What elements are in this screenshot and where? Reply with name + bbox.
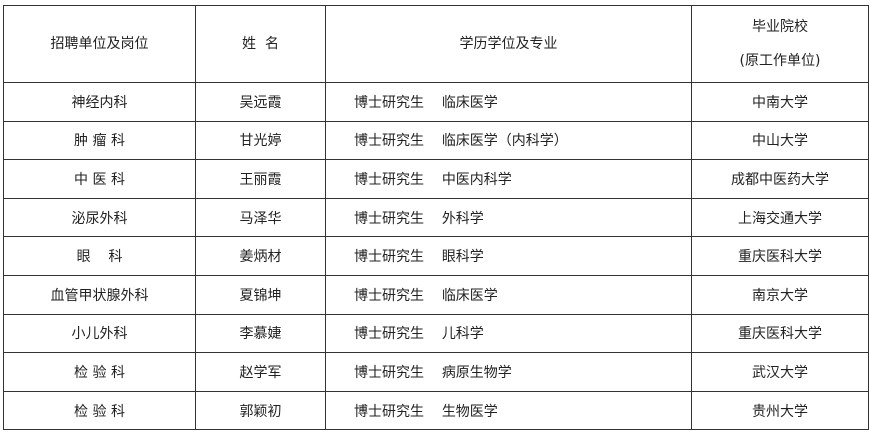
table-row: 眼 科 姜炳材 博士研究生 眼科学 重庆医科大学	[3, 236, 869, 276]
header-school-line2: (原工作单位)	[739, 53, 821, 69]
header-row: 招聘单位及岗位 姓 名 学历学位及专业 毕业院校 (原工作单位)	[3, 5, 869, 83]
table-row: 小儿外科 李慕婕 博士研究生 儿科学 重庆医科大学	[3, 313, 869, 354]
header-unit: 招聘单位及岗位	[3, 5, 196, 83]
table-row: 检 验 科 郭颖初 博士研究生 生物医学 贵州大学	[3, 390, 869, 431]
cell-degree-major: 博士研究生 临床医学（内科学）	[325, 120, 692, 161]
table-row: 神经内科 吴远霞 博士研究生 临床医学 中南大学	[3, 82, 869, 122]
cell-name: 王丽霞	[195, 159, 326, 199]
cell-degree: 博士研究生	[354, 326, 424, 343]
table-row: 检 验 科 赵学军 博士研究生 病原生物学 武汉大学	[3, 352, 869, 392]
cell-school: 重庆医科大学	[691, 236, 869, 276]
cell-degree: 博士研究生	[354, 171, 424, 188]
cell-school: 南京大学	[691, 274, 869, 315]
cell-school: 上海交通大学	[691, 197, 869, 238]
cell-name: 吴远霞	[195, 82, 326, 122]
cell-degree-major: 博士研究生 中医内科学	[325, 159, 692, 199]
cell-major: 儿科学	[441, 326, 484, 343]
cell-degree-major: 博士研究生 临床医学	[325, 274, 692, 315]
table-row: 泌尿外科 马泽华 博士研究生 外科学 上海交通大学	[3, 197, 869, 238]
cell-degree: 博士研究生	[354, 249, 424, 266]
cell-major: 眼科学	[441, 249, 484, 266]
cell-unit: 肿 瘤 科	[3, 120, 196, 161]
cell-name: 夏锦坤	[195, 274, 326, 315]
cell-major: 病原生物学	[441, 364, 512, 381]
cell-school: 中南大学	[691, 82, 869, 122]
header-school: 毕业院校 (原工作单位)	[691, 5, 869, 83]
cell-name: 甘光婷	[195, 120, 326, 161]
cell-major: 外科学	[441, 210, 484, 227]
header-degree: 学历学位及专业	[325, 5, 692, 83]
cell-degree: 博士研究生	[354, 133, 424, 150]
cell-degree-major: 博士研究生 外科学	[325, 197, 692, 238]
cell-school: 武汉大学	[691, 352, 869, 392]
cell-degree-major: 博士研究生 儿科学	[325, 313, 692, 354]
header-name: 姓 名	[195, 5, 326, 83]
cell-unit: 小儿外科	[3, 313, 196, 354]
cell-school: 中山大学	[691, 120, 869, 161]
cell-unit: 检 验 科	[3, 352, 196, 392]
cell-major: 生物医学	[441, 403, 498, 420]
cell-name: 郭颖初	[195, 390, 326, 431]
cell-major: 临床医学	[441, 287, 498, 304]
cell-name: 马泽华	[195, 197, 326, 238]
cell-degree-major: 博士研究生 病原生物学	[325, 352, 692, 392]
cell-degree-major: 博士研究生 眼科学	[325, 236, 692, 276]
cell-unit: 眼 科	[3, 236, 196, 276]
cell-school: 成都中医药大学	[691, 159, 869, 199]
header-school-line1: 毕业院校	[752, 19, 808, 35]
table-row: 中 医 科 王丽霞 博士研究生 中医内科学 成都中医药大学	[3, 159, 869, 199]
cell-major: 临床医学（内科学）	[441, 133, 568, 150]
cell-degree: 博士研究生	[354, 403, 424, 420]
cell-degree-major: 博士研究生 生物医学	[325, 390, 692, 431]
cell-degree: 博士研究生	[354, 210, 424, 227]
table-row: 血管甲状腺外科 夏锦坤 博士研究生 临床医学 南京大学	[3, 274, 869, 315]
recruitment-table: 招聘单位及岗位 姓 名 学历学位及专业 毕业院校 (原工作单位) 神经内科 吴远…	[3, 5, 869, 431]
cell-degree-major: 博士研究生 临床医学	[325, 82, 692, 122]
cell-unit: 中 医 科	[3, 159, 196, 199]
cell-unit: 血管甲状腺外科	[3, 274, 196, 315]
cell-degree: 博士研究生	[354, 364, 424, 381]
cell-school: 重庆医科大学	[691, 313, 869, 354]
cell-degree: 博士研究生	[354, 94, 424, 111]
cell-degree: 博士研究生	[354, 287, 424, 304]
cell-major: 中医内科学	[441, 171, 512, 188]
cell-name: 李慕婕	[195, 313, 326, 354]
cell-unit: 神经内科	[3, 82, 196, 122]
cell-name: 姜炳材	[195, 236, 326, 276]
cell-unit: 泌尿外科	[3, 197, 196, 238]
cell-name: 赵学军	[195, 352, 326, 392]
cell-school: 贵州大学	[691, 390, 869, 431]
table-row: 肿 瘤 科 甘光婷 博士研究生 临床医学（内科学） 中山大学	[3, 120, 869, 161]
cell-unit: 检 验 科	[3, 390, 196, 431]
cell-major: 临床医学	[441, 94, 498, 111]
